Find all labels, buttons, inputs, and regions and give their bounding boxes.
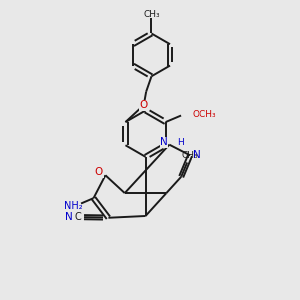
Text: OCH₃: OCH₃ — [192, 110, 216, 119]
Text: H: H — [177, 138, 184, 147]
Text: C: C — [74, 212, 81, 222]
Text: NH₂: NH₂ — [64, 201, 82, 211]
Text: CH₃: CH₃ — [181, 152, 198, 160]
Text: N: N — [160, 137, 168, 147]
Text: N: N — [193, 150, 200, 160]
Text: N: N — [65, 212, 72, 222]
Text: CH₃: CH₃ — [143, 10, 160, 19]
Text: O: O — [95, 167, 103, 177]
Text: O: O — [140, 100, 148, 110]
